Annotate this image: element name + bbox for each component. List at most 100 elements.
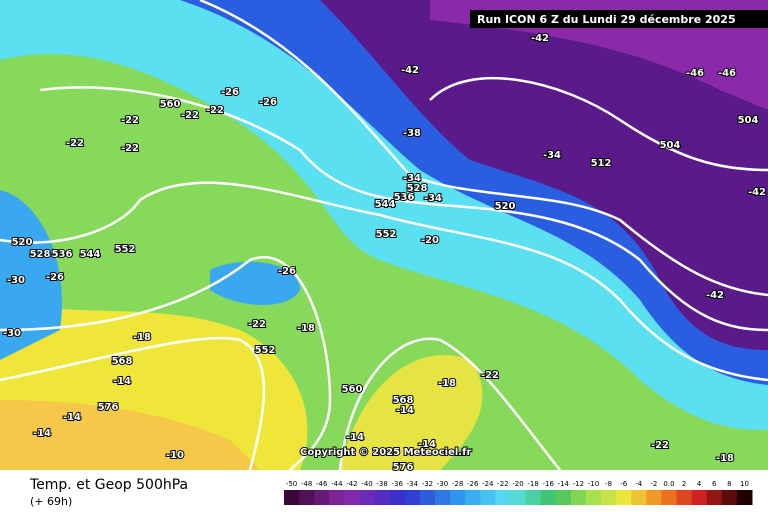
warmer-zone bbox=[0, 400, 260, 470]
scale-cell bbox=[359, 490, 376, 505]
scale-label: -20 bbox=[512, 480, 523, 488]
scale-label: -22 bbox=[497, 480, 508, 488]
scale-label: -14 bbox=[558, 480, 570, 488]
map-label: -14 bbox=[346, 432, 364, 443]
map-label: -18 bbox=[297, 323, 315, 334]
run-box bbox=[470, 10, 768, 28]
map-label: 568 bbox=[393, 395, 414, 406]
map-label: -22 bbox=[248, 319, 266, 330]
scale-cell bbox=[525, 490, 542, 505]
map-label: -34 bbox=[424, 193, 442, 204]
scale-label: -34 bbox=[407, 480, 419, 488]
contour bbox=[0, 336, 266, 471]
map-label: -22 bbox=[206, 105, 224, 116]
scale-cell bbox=[691, 490, 708, 505]
scale-cell bbox=[389, 490, 406, 505]
scale-cell bbox=[721, 490, 738, 505]
scale-label: -12 bbox=[573, 480, 584, 488]
map-label: -42 bbox=[531, 33, 549, 44]
scale-label: 6 bbox=[712, 480, 717, 488]
map-label: 576 bbox=[393, 462, 414, 473]
map-label: -18 bbox=[438, 378, 456, 389]
map-label: -30 bbox=[7, 275, 25, 286]
contour bbox=[0, 256, 332, 471]
contour bbox=[429, 76, 768, 172]
map-label: 512 bbox=[591, 158, 612, 169]
scale-label: -30 bbox=[437, 480, 448, 488]
map-label: 568 bbox=[112, 356, 133, 367]
footer-title: Temp. et Geop 500hPa bbox=[29, 477, 188, 493]
scale-label: -26 bbox=[467, 480, 479, 488]
scale-label: -46 bbox=[316, 480, 328, 488]
contour bbox=[39, 86, 768, 332]
run-info: Run ICON 6 Z du Lundi 29 décembre 2025 bbox=[477, 13, 736, 26]
geopotential-contours bbox=[0, 0, 768, 471]
scale-cell bbox=[601, 490, 617, 505]
map-label: -22 bbox=[121, 143, 139, 154]
map-label: -42 bbox=[748, 187, 766, 198]
map-label: 520 bbox=[495, 201, 516, 212]
scale-cell bbox=[736, 490, 753, 505]
map-label: 504 bbox=[738, 115, 759, 126]
scale-label: 4 bbox=[697, 480, 702, 488]
forecast-time: 4:00 locale bbox=[18, 36, 129, 57]
scale-cell bbox=[540, 490, 557, 505]
scale-label: -32 bbox=[422, 480, 433, 488]
map-label: -42 bbox=[706, 290, 724, 301]
scale-label: -44 bbox=[331, 480, 343, 488]
scale-cell bbox=[434, 490, 451, 505]
purple-zone bbox=[320, 0, 768, 350]
scale-label: 10 bbox=[740, 480, 749, 488]
scale-cell bbox=[570, 490, 587, 505]
scale-cell bbox=[284, 490, 300, 505]
map-label: -38 bbox=[403, 128, 421, 139]
map-label: -22 bbox=[66, 138, 84, 149]
map-label: -26 bbox=[278, 266, 296, 277]
scale-label: -6 bbox=[620, 480, 628, 488]
scale-cell bbox=[374, 490, 391, 505]
map-labels: -42-42 -46 -46504504-34512-38-34528536544-… bbox=[2, 32, 767, 474]
scale-cell bbox=[419, 490, 436, 505]
map-label: -34 bbox=[403, 173, 421, 184]
footer-lead: (+ 69h) bbox=[30, 495, 72, 508]
map-label: 560 bbox=[342, 384, 363, 395]
warm-zone-2 bbox=[340, 354, 483, 470]
map-label: -18 bbox=[133, 332, 151, 343]
scale-cell bbox=[706, 490, 723, 505]
map-label: 536 bbox=[394, 192, 415, 203]
scale-label: -42 bbox=[346, 480, 357, 488]
scale-label: -48 bbox=[301, 480, 312, 488]
map-label: -18 bbox=[716, 453, 734, 464]
map-label: -14 bbox=[418, 439, 436, 450]
scale-label: -18 bbox=[527, 480, 538, 488]
scale-cell bbox=[616, 490, 632, 505]
map-label: 552 bbox=[376, 229, 397, 240]
scale-cell bbox=[555, 490, 572, 505]
scale-label: -28 bbox=[452, 480, 463, 488]
map-label: -20 bbox=[421, 235, 439, 246]
map-label: -26 bbox=[46, 272, 64, 283]
scale-label: -10 bbox=[588, 480, 599, 488]
cold-pool-west bbox=[0, 190, 62, 360]
map-label: -14 bbox=[33, 428, 51, 439]
scale-label: -4 bbox=[635, 480, 643, 488]
map-label: -14 bbox=[396, 405, 414, 416]
scale-cell bbox=[676, 490, 693, 505]
scale-cell bbox=[450, 490, 466, 505]
map-label: -46 bbox=[686, 68, 704, 79]
map-label: 528 bbox=[407, 183, 428, 194]
contour bbox=[199, 0, 768, 297]
scale-label: 8 bbox=[727, 480, 731, 488]
scale-cell bbox=[404, 490, 421, 505]
scale-label: -16 bbox=[542, 480, 554, 488]
map-label: -22 bbox=[181, 110, 199, 121]
map-label: 552 bbox=[115, 244, 136, 255]
map-label: 544 bbox=[80, 249, 101, 260]
scale-cell bbox=[480, 490, 496, 505]
map-label: 520 bbox=[12, 237, 33, 248]
map-label: -26 bbox=[259, 97, 277, 108]
scale-label: -38 bbox=[376, 480, 387, 488]
map-label: -22 bbox=[481, 370, 499, 381]
map-label: 552 bbox=[255, 345, 276, 356]
